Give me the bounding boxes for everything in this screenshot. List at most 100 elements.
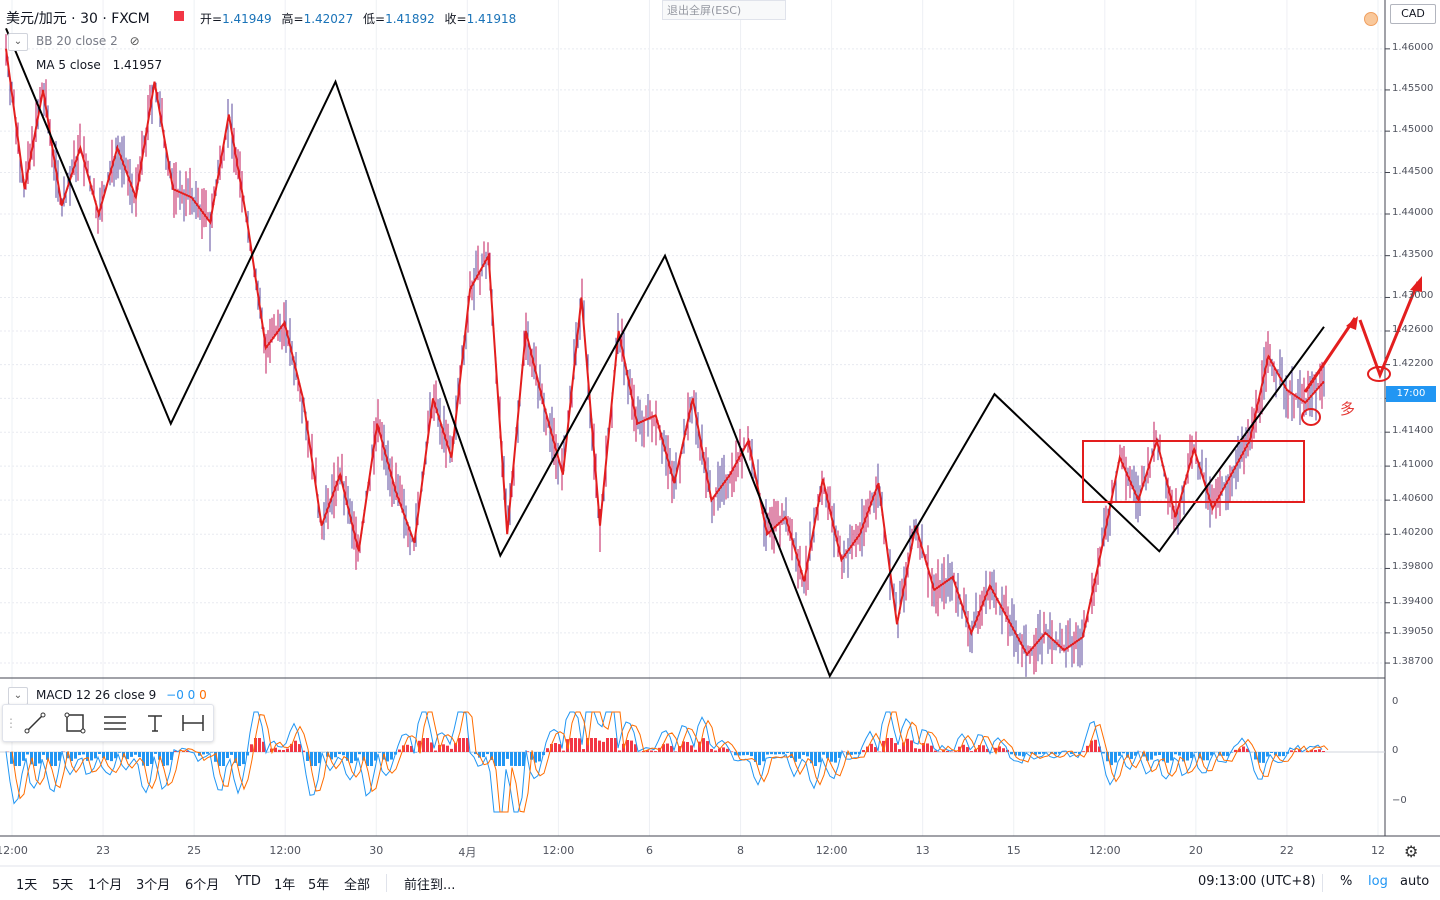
macd-histogram-bar [1202, 752, 1205, 761]
macd-histogram-bar [918, 748, 921, 752]
macd-histogram-bar [534, 752, 537, 763]
macd-histogram-bar [1322, 751, 1325, 752]
macd-histogram-bar [366, 752, 369, 766]
macd-histogram-bar [966, 747, 969, 752]
macd-histogram-bar [1270, 752, 1273, 753]
price-tick-label: 1.42600 [1392, 323, 1434, 335]
macd-histogram-bar [18, 752, 21, 766]
collapse-macd-button[interactable]: ⌄ [8, 687, 28, 705]
macd-histogram-bar [782, 752, 785, 755]
collapse-legend-button[interactable]: ⌄ [8, 33, 28, 51]
macd-histogram-bar [1254, 752, 1257, 760]
macd-histogram-bar [606, 738, 609, 752]
entry-circle [1301, 408, 1321, 426]
macd-histogram-bar [974, 749, 977, 752]
flag-icon[interactable] [174, 11, 184, 21]
auto-toggle[interactable]: auto [1400, 874, 1430, 889]
macd-histogram-bar [370, 752, 373, 766]
macd-histogram-bar [1282, 752, 1285, 757]
macd-histogram-bar [214, 752, 217, 762]
macd-histogram-bar [442, 744, 445, 752]
macd-histogram-bar [1082, 751, 1085, 752]
macd-histogram-bar [1038, 752, 1041, 755]
macd-histogram-bar [802, 752, 805, 755]
macd-histogram-bar [510, 752, 513, 766]
rectangle-tool-icon[interactable] [61, 709, 89, 737]
macd-histogram-bar [474, 752, 477, 755]
macd-histogram-bar [710, 748, 713, 752]
macd-histogram-bar [494, 752, 497, 766]
macd-histogram-bar [262, 741, 265, 752]
macd-histogram-bar [274, 747, 277, 752]
macd-histogram-bar [806, 752, 809, 757]
macd-histogram-bar [206, 752, 209, 754]
macd-histogram-bar [350, 752, 353, 764]
text-tool-icon[interactable] [141, 709, 169, 737]
macd-histogram-bar [1114, 752, 1117, 763]
macd-histogram-bar [1142, 752, 1145, 757]
high-label: 高= [281, 12, 304, 26]
macd-histogram-bar [870, 743, 873, 752]
clock-display[interactable]: 09:13:00 (UTC+8) [1198, 874, 1316, 889]
macd-histogram-bar [106, 752, 109, 761]
macd-histogram-bar [1110, 752, 1113, 766]
range-6m-button[interactable]: 6个月 [185, 878, 220, 893]
range-all-button[interactable]: 全部 [344, 878, 371, 893]
macd-histogram-bar [386, 752, 389, 762]
macd-histogram-bar [170, 752, 173, 760]
macd-histogram-bar [734, 752, 737, 756]
currency-button[interactable]: CAD [1390, 4, 1436, 24]
macd-histogram-bar [958, 746, 961, 752]
macd-histogram-bar [398, 749, 401, 752]
macd-histogram-bar [962, 744, 965, 752]
price-tick-label: 1.40600 [1392, 493, 1434, 505]
range-5d-button[interactable]: 5天 [52, 878, 74, 893]
range-1m-button[interactable]: 1个月 [88, 878, 123, 893]
macd-histogram-bar [1190, 752, 1193, 759]
price-tick-label: 1.40200 [1392, 527, 1434, 539]
macd-histogram-bar [314, 752, 317, 766]
macd-histogram-bar [282, 750, 285, 752]
ma-legend: MA 5 close 1.41957 [36, 58, 162, 72]
macd-histogram-bar [354, 752, 357, 761]
macd-histogram-bar [1226, 752, 1229, 757]
goto-date-button[interactable]: 前往到... [404, 878, 456, 893]
macd-histogram-bar [134, 752, 137, 755]
exit-fullscreen-button[interactable]: 退出全屏(ESC) [662, 0, 786, 20]
log-toggle[interactable]: log [1368, 874, 1388, 889]
macd-histogram-bar [54, 752, 57, 766]
measure-tool-icon[interactable] [179, 709, 207, 737]
macd-histogram-bar [422, 738, 425, 752]
range-3m-button[interactable]: 3个月 [136, 878, 171, 893]
macd-histogram-bar [434, 750, 437, 752]
macd-histogram-bar [902, 742, 905, 752]
macd-histogram-bar [978, 745, 981, 752]
macd-histogram-bar [426, 738, 429, 752]
drag-handle-icon[interactable]: ⋮ [5, 716, 17, 730]
eye-hidden-icon[interactable]: ⊘ [129, 34, 140, 48]
divider [386, 874, 387, 892]
percent-toggle[interactable]: % [1340, 874, 1353, 889]
macd-histogram-bar [778, 752, 781, 755]
macd-histogram-bar [1150, 752, 1153, 760]
time-tick-label: 12:00 [269, 844, 302, 857]
range-5y-button[interactable]: 5年 [308, 878, 330, 893]
range-1d-button[interactable]: 1天 [16, 878, 38, 893]
macd-histogram-bar [82, 752, 85, 755]
alert-icon[interactable] [1364, 12, 1378, 26]
range-1y-button[interactable]: 1年 [274, 878, 296, 893]
macd-histogram-bar [142, 752, 145, 766]
macd-histogram-bar [294, 740, 297, 752]
parallel-channel-tool-icon[interactable] [101, 709, 129, 737]
price-tick-label: 1.43000 [1392, 290, 1434, 302]
macd-histogram-bar [662, 744, 665, 752]
settings-gear-icon[interactable]: ⚙ [1404, 842, 1419, 861]
red-zigzag-wave [5, 48, 1325, 657]
macd-histogram-bar [150, 752, 153, 765]
ohlc-legend: 开=1.41949 高=1.42027 低=1.41892 收=1.41918 [200, 10, 516, 27]
macd-histogram-bar [818, 752, 821, 763]
trend-line-tool-icon[interactable] [21, 709, 49, 737]
macd-histogram-bar [446, 745, 449, 752]
range-ytd-button[interactable]: YTD [235, 874, 261, 889]
